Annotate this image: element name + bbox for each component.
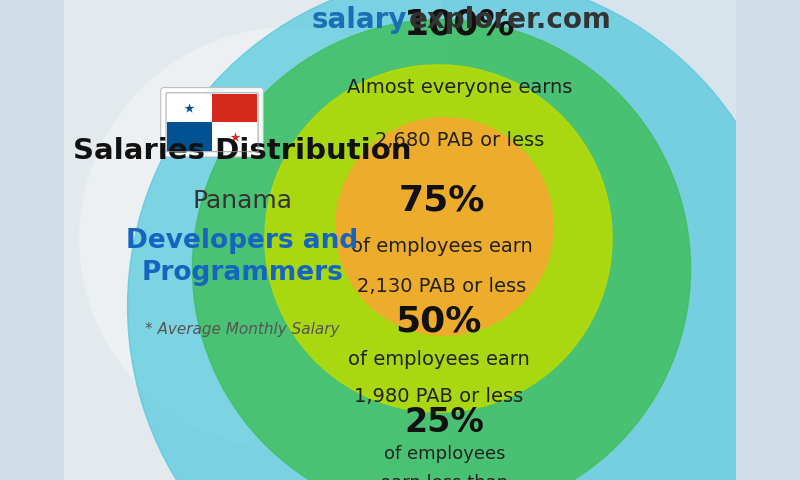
Bar — [166, 122, 212, 151]
Text: 2,130 PAB or less: 2,130 PAB or less — [357, 277, 526, 296]
Text: Almost everyone earns: Almost everyone earns — [347, 78, 572, 97]
Text: 100%: 100% — [404, 7, 515, 41]
Circle shape — [127, 0, 792, 480]
Point — [228, 133, 241, 141]
FancyBboxPatch shape — [161, 87, 263, 157]
Text: 2,680 PAB or less: 2,680 PAB or less — [375, 131, 544, 150]
Circle shape — [265, 65, 612, 412]
Text: 25%: 25% — [405, 406, 485, 439]
Bar — [212, 122, 258, 151]
Text: salary: salary — [312, 6, 407, 34]
Text: of employees: of employees — [384, 445, 506, 463]
Text: earn less than: earn less than — [381, 474, 509, 480]
Text: * Average Monthly Salary: * Average Monthly Salary — [145, 322, 339, 336]
Circle shape — [193, 20, 690, 480]
Bar — [64, 0, 442, 480]
Bar — [166, 94, 212, 122]
Text: Developers and
Programmers: Developers and Programmers — [126, 228, 358, 286]
Text: of employees earn: of employees earn — [348, 350, 530, 369]
Text: 50%: 50% — [395, 304, 482, 338]
Text: 1,980 PAB or less: 1,980 PAB or less — [354, 387, 523, 407]
Ellipse shape — [79, 27, 502, 450]
Point — [183, 104, 196, 112]
Bar — [212, 94, 258, 122]
Text: of employees earn: of employees earn — [350, 237, 532, 255]
Text: Panama: Panama — [192, 189, 292, 213]
Circle shape — [336, 118, 554, 335]
Text: Salaries Distribution: Salaries Distribution — [73, 137, 411, 165]
Text: explorer.com: explorer.com — [409, 6, 612, 34]
Text: 75%: 75% — [398, 184, 485, 218]
